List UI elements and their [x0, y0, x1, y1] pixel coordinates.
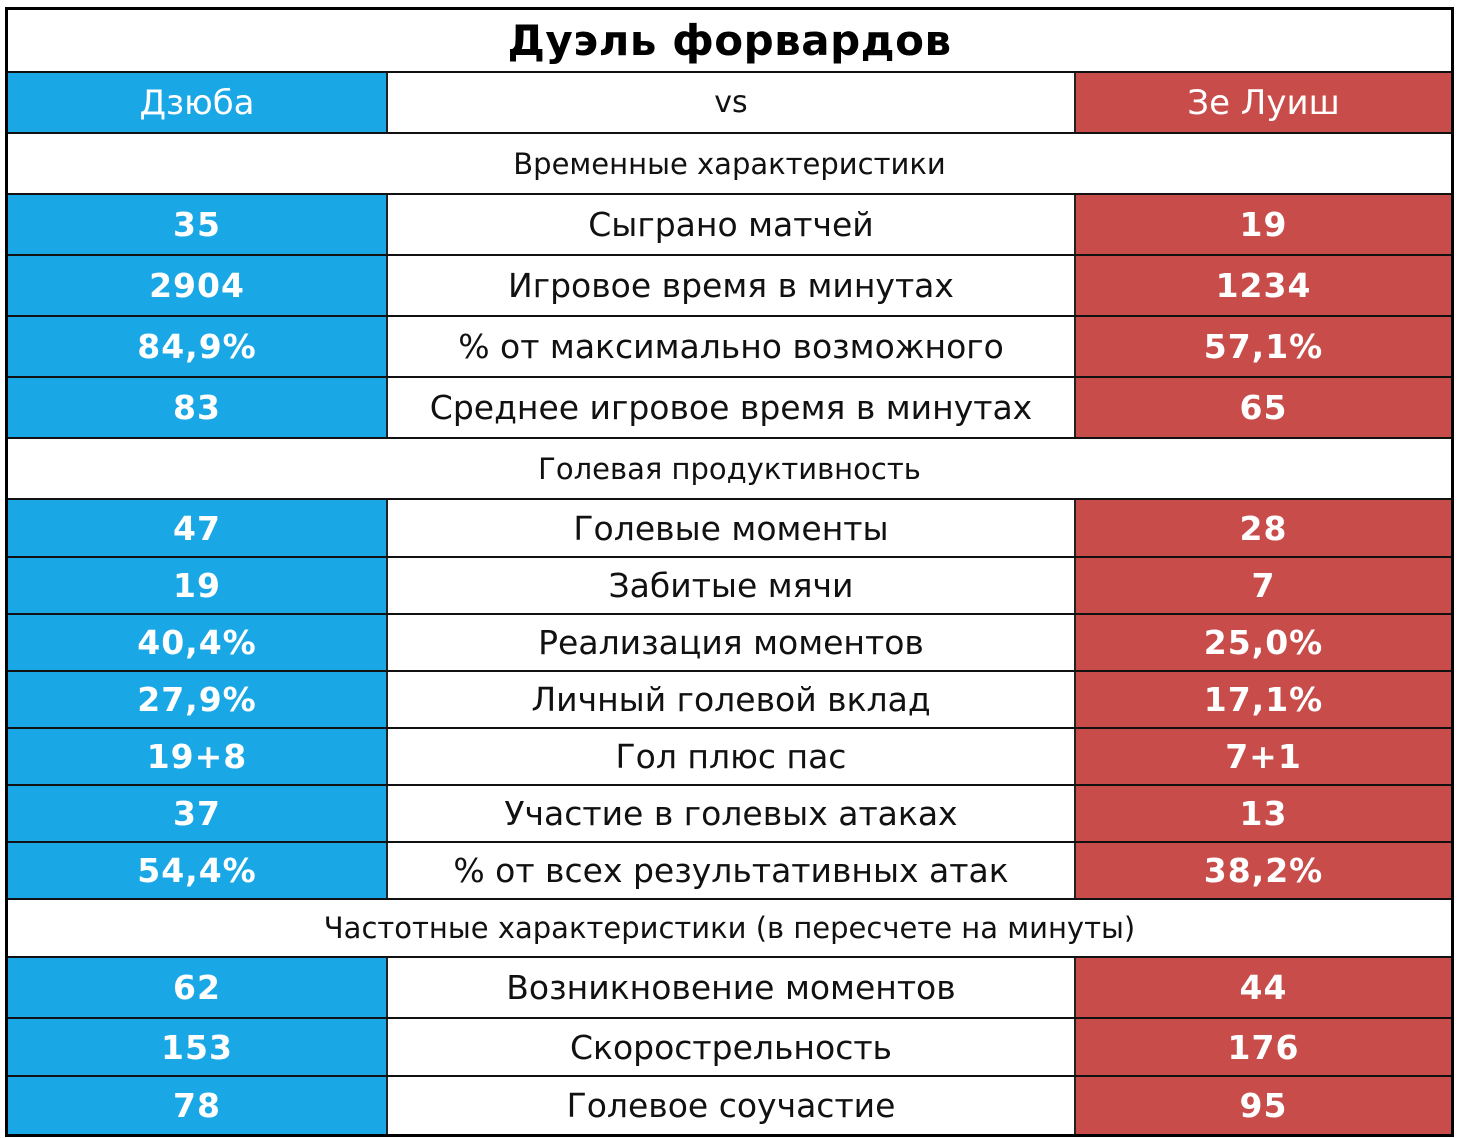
stat-label: Реализация моментов	[388, 615, 1076, 670]
left-value: 27,9%	[8, 672, 388, 727]
left-value: 19+8	[8, 729, 388, 784]
right-value: 44	[1076, 958, 1451, 1017]
comparison-table: Дуэль форвардов Дзюба vs Зе Луиш Временн…	[5, 7, 1454, 1137]
table-row: 27,9% Личный голевой вклад 17,1%	[8, 672, 1451, 729]
section-header: Временные характеристики	[8, 134, 1451, 195]
table-row: 153 Скорострельность 176	[8, 1019, 1451, 1077]
right-value: 95	[1076, 1077, 1451, 1134]
right-value: 1234	[1076, 256, 1451, 315]
right-value: 28	[1076, 500, 1451, 556]
stat-label: Голевые моменты	[388, 500, 1076, 556]
table-row: 19 Забитые мячи 7	[8, 558, 1451, 615]
left-value: 19	[8, 558, 388, 613]
stat-label: Участие в голевых атаках	[388, 786, 1076, 841]
section-header: Частотные характеристики (в пересчете на…	[8, 900, 1451, 958]
right-value: 65	[1076, 378, 1451, 437]
right-value: 25,0%	[1076, 615, 1451, 670]
stat-label: Сыграно матчей	[388, 195, 1076, 254]
right-value: 38,2%	[1076, 843, 1451, 898]
table-row: 19+8 Гол плюс пас 7+1	[8, 729, 1451, 786]
table-row: 37 Участие в голевых атаках 13	[8, 786, 1451, 843]
stat-label: Личный голевой вклад	[388, 672, 1076, 727]
right-value: 57,1%	[1076, 317, 1451, 376]
right-value: 176	[1076, 1019, 1451, 1075]
left-value: 37	[8, 786, 388, 841]
left-value: 47	[8, 500, 388, 556]
table-row: 54,4% % от всех результативных атак 38,2…	[8, 843, 1451, 900]
table-row: 78 Голевое соучастие 95	[8, 1077, 1451, 1134]
section-header: Голевая продуктивность	[8, 439, 1451, 500]
player-left-name: Дзюба	[8, 73, 388, 132]
versus-label: vs	[388, 73, 1076, 132]
table-row: 62 Возникновение моментов 44	[8, 958, 1451, 1019]
left-value: 40,4%	[8, 615, 388, 670]
right-value: 7+1	[1076, 729, 1451, 784]
left-value: 35	[8, 195, 388, 254]
section-title: Временные характеристики	[513, 146, 946, 181]
table-row: 40,4% Реализация моментов 25,0%	[8, 615, 1451, 672]
table-row: 84,9% % от максимально возможного 57,1%	[8, 317, 1451, 378]
left-value: 153	[8, 1019, 388, 1075]
left-value: 84,9%	[8, 317, 388, 376]
table-title: Дуэль форвардов	[507, 16, 952, 65]
right-value: 13	[1076, 786, 1451, 841]
stat-label: Гол плюс пас	[388, 729, 1076, 784]
section-title: Частотные характеристики (в пересчете на…	[323, 911, 1136, 945]
section-title: Голевая продуктивность	[538, 451, 921, 486]
left-value: 62	[8, 958, 388, 1017]
stat-label: Среднее игровое время в минутах	[388, 378, 1076, 437]
table-row: 2904 Игровое время в минутах 1234	[8, 256, 1451, 317]
stat-label: % от всех результативных атак	[388, 843, 1076, 898]
table-row: 35 Сыграно матчей 19	[8, 195, 1451, 256]
stat-label: Возникновение моментов	[388, 958, 1076, 1017]
stat-label: Скорострельность	[388, 1019, 1076, 1075]
left-value: 83	[8, 378, 388, 437]
table-row: 83 Среднее игровое время в минутах 65	[8, 378, 1451, 439]
stat-label: Игровое время в минутах	[388, 256, 1076, 315]
stat-label: % от максимально возможного	[388, 317, 1076, 376]
table-row: 47 Голевые моменты 28	[8, 500, 1451, 558]
right-value: 7	[1076, 558, 1451, 613]
header-row: Дзюба vs Зе Луиш	[8, 73, 1451, 134]
right-value: 17,1%	[1076, 672, 1451, 727]
right-value: 19	[1076, 195, 1451, 254]
left-value: 2904	[8, 256, 388, 315]
title-row: Дуэль форвардов	[8, 10, 1451, 73]
left-value: 54,4%	[8, 843, 388, 898]
left-value: 78	[8, 1077, 388, 1134]
stat-label: Забитые мячи	[388, 558, 1076, 613]
stat-label: Голевое соучастие	[388, 1077, 1076, 1134]
player-right-name: Зе Луиш	[1076, 73, 1451, 132]
